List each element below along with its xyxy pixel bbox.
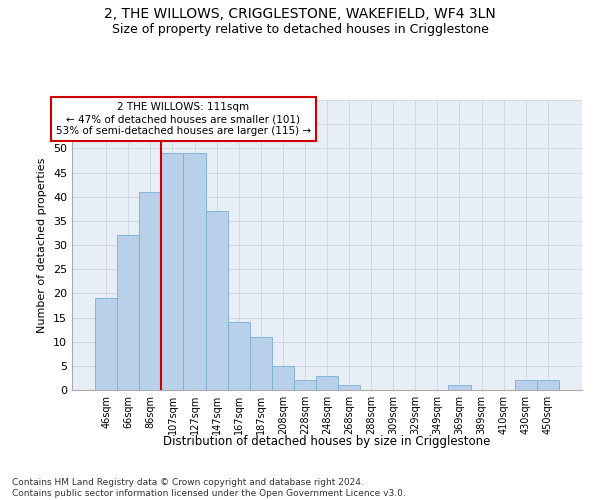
Bar bbox=[448, 385, 470, 390]
Y-axis label: Number of detached properties: Number of detached properties bbox=[37, 158, 47, 332]
Text: Distribution of detached houses by size in Crigglestone: Distribution of detached houses by size … bbox=[163, 435, 491, 448]
Bar bbox=[537, 380, 559, 390]
Bar bbox=[272, 366, 294, 390]
Bar bbox=[161, 153, 184, 390]
Bar bbox=[515, 380, 537, 390]
Bar bbox=[294, 380, 316, 390]
Bar bbox=[338, 385, 360, 390]
Bar bbox=[184, 153, 206, 390]
Bar bbox=[316, 376, 338, 390]
Text: Contains HM Land Registry data © Crown copyright and database right 2024.
Contai: Contains HM Land Registry data © Crown c… bbox=[12, 478, 406, 498]
Text: 2, THE WILLOWS, CRIGGLESTONE, WAKEFIELD, WF4 3LN: 2, THE WILLOWS, CRIGGLESTONE, WAKEFIELD,… bbox=[104, 8, 496, 22]
Bar bbox=[206, 211, 227, 390]
Bar bbox=[117, 236, 139, 390]
Bar bbox=[250, 337, 272, 390]
Bar bbox=[139, 192, 161, 390]
Bar bbox=[227, 322, 250, 390]
Text: Size of property relative to detached houses in Crigglestone: Size of property relative to detached ho… bbox=[112, 22, 488, 36]
Text: 2 THE WILLOWS: 111sqm
← 47% of detached houses are smaller (101)
53% of semi-det: 2 THE WILLOWS: 111sqm ← 47% of detached … bbox=[56, 102, 311, 136]
Bar bbox=[95, 298, 117, 390]
